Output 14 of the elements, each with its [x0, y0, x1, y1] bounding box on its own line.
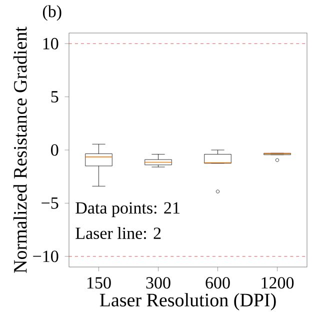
y-axis-title: Normalized Resistance Gradient	[13, 26, 27, 273]
y-tick-label: 0	[51, 144, 58, 156]
chart-title: (b)	[42, 5, 62, 21]
x-tick-label: 1200	[262, 277, 294, 289]
annotation: Data points: 21	[76, 202, 180, 218]
y-tick-label: −5	[42, 198, 58, 209]
x-tick-label: 300	[146, 277, 170, 289]
annotation: Laser line: 2	[76, 227, 161, 240]
y-tick-label: 5	[51, 91, 58, 102]
x-tick-label: 150	[88, 277, 111, 289]
x-tick-label: 600	[206, 277, 230, 289]
y-tick-label: 10	[43, 38, 58, 50]
x-axis-title: Laser Resolution (DPI)	[100, 293, 276, 310]
y-tick-label: −10	[33, 250, 58, 262]
